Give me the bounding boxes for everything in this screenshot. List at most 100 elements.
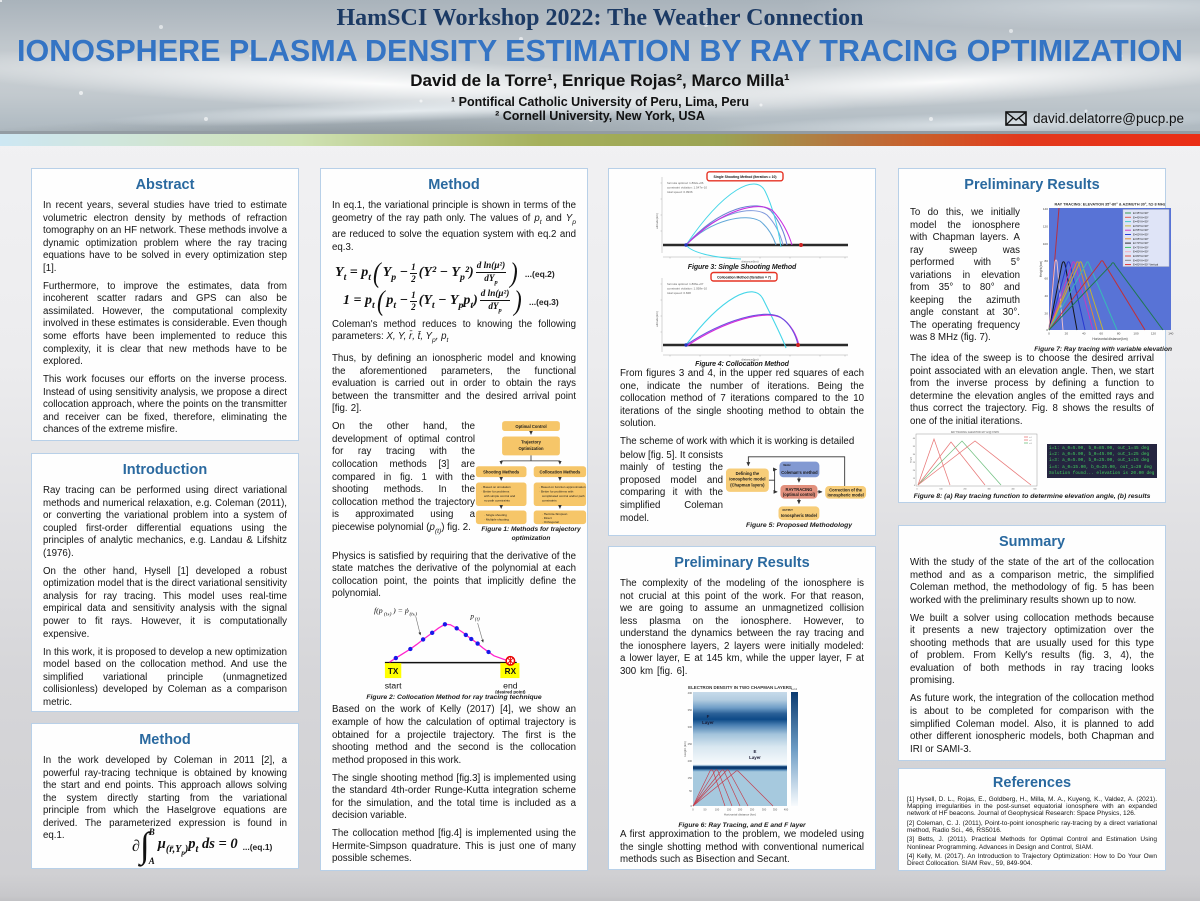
svg-text:40: 40	[1045, 294, 1049, 298]
svg-text:Correction of the: Correction of the	[829, 487, 863, 492]
svg-text:ionospheric model: ionospheric model	[729, 476, 765, 481]
svg-text:0: 0	[916, 489, 918, 491]
svg-text:Collocation Method (Iterati: Collocation Method (Iteration = 7)	[717, 276, 771, 280]
svg-text:end: end	[503, 681, 518, 691]
svg-text:· Hermite-Simpson: · Hermite-Simpson	[542, 512, 568, 516]
svg-text:Horizontal distance(km): Horizontal distance(km)	[1092, 337, 1128, 341]
svg-text:f(p: f(p	[374, 607, 383, 616]
svg-text:ELECTRON DENSITY IN TWO CHAPMA: ELECTRON DENSITY IN TWO CHAPMAN LAYERS	[688, 685, 792, 690]
svg-text:altitude(km): altitude(km)	[655, 311, 659, 327]
svg-text:Height: Height	[910, 457, 913, 463]
svg-text:140: 140	[1043, 207, 1048, 211]
svg-text:RAY TRACING: ELEVATION 20° & f: RAY TRACING: ELEVATION 20° & f@ 8 MHz	[951, 431, 1000, 434]
svg-text:RX: RX	[505, 667, 517, 676]
svg-text:Defining the: Defining the	[736, 471, 760, 476]
svg-text:Ionospheric Model: Ionospheric Model	[781, 513, 817, 518]
svg-text:60: 60	[1045, 277, 1049, 281]
svg-text:distance(km): distance(km)	[741, 260, 758, 264]
svg-text:E=75°/A=30°: E=75°/A=30°	[1133, 245, 1149, 249]
svg-text:20: 20	[1065, 332, 1069, 336]
svg-text:30: 30	[913, 454, 916, 456]
svg-text:60: 60	[1099, 332, 1103, 336]
svg-text:E=65°/A=30°: E=65°/A=30°	[1133, 237, 1149, 241]
svg-text:· Better for problems with: · Better for problems with	[539, 490, 574, 494]
svg-text:150: 150	[727, 808, 732, 812]
svg-text:20: 20	[1045, 311, 1049, 315]
svg-text:no path constraints: no path constraints	[484, 499, 510, 503]
svg-text:500: 500	[1033, 489, 1037, 491]
svg-text:200: 200	[738, 808, 743, 812]
svg-text:400: 400	[688, 691, 693, 695]
svg-text:50: 50	[704, 808, 707, 812]
svg-text:200: 200	[963, 489, 967, 491]
svg-text:E=80°/A=30° Vertical: E=80°/A=30° Vertical	[1133, 263, 1159, 267]
svg-text:i=3: i=3	[1029, 443, 1033, 445]
svg-text:350: 350	[688, 708, 693, 712]
svg-text:E=80°/A=30°: E=80°/A=30°	[1133, 250, 1149, 254]
svg-text:300: 300	[688, 725, 693, 729]
svg-text:formula optimal: 1.866e+07: formula optimal: 1.866e+07	[667, 282, 704, 286]
svg-text:p: p	[469, 613, 474, 621]
svg-text:300: 300	[987, 489, 991, 491]
svg-text:15: 15	[913, 478, 916, 480]
svg-text:Single Shooting Method (Ite: Single Shooting Method (Iteration = 10)	[713, 175, 776, 179]
svg-text:constraint violation: 1.058e-1: constraint violation: 1.058e-10	[667, 287, 707, 291]
svg-text:with simple control and: with simple control and	[484, 494, 515, 498]
svg-text:· Direct: · Direct	[542, 517, 552, 521]
svg-text:E=40°/A=30°: E=40°/A=30°	[1133, 215, 1149, 219]
svg-text:E=35°/A=30°: E=35°/A=30°	[1133, 211, 1149, 215]
svg-text:(t): (t)	[475, 618, 480, 623]
svg-text:(optimal control): (optimal control)	[783, 492, 816, 497]
svg-text:40: 40	[1082, 332, 1086, 336]
svg-text:constraint violation: 1.547e-1: constraint violation: 1.547e-10	[667, 186, 707, 190]
svg-text:· Based on function approxima: · Based on function approximation	[539, 485, 586, 489]
svg-text:· Single shooting: · Single shooting	[484, 513, 507, 517]
svg-text:Height (km): Height (km)	[683, 742, 687, 758]
svg-text:Layer: Layer	[702, 720, 714, 725]
svg-text:· Orthogonal: · Orthogonal	[542, 521, 559, 525]
svg-text:100: 100	[939, 489, 943, 491]
svg-text:300: 300	[762, 808, 767, 812]
svg-text:E=60°/A=30°: E=60°/A=30°	[1133, 233, 1149, 237]
svg-text:Collocation Methods: Collocation Methods	[540, 470, 581, 475]
svg-text:start: start	[385, 681, 402, 691]
svg-text:400: 400	[784, 808, 789, 812]
svg-text:Height(km): Height(km)	[1039, 261, 1043, 278]
svg-text:Layer: Layer	[749, 755, 761, 760]
svg-text:100: 100	[1043, 242, 1048, 246]
svg-text:E=80°/A=30°: E=80°/A=30°	[1133, 258, 1149, 262]
svg-text:Optimal Control: Optimal Control	[515, 424, 546, 429]
svg-text:250: 250	[750, 808, 755, 812]
svg-text:120: 120	[1151, 332, 1156, 336]
svg-text:i=1: i=1	[1029, 437, 1033, 439]
svg-text:35: 35	[913, 446, 916, 448]
svg-text:E=50°/A=30°: E=50°/A=30°	[1133, 224, 1149, 228]
svg-text:400: 400	[1011, 489, 1015, 491]
svg-text:RAYTRACING: RAYTRACING	[786, 487, 813, 492]
svg-text:Shooting Methods: Shooting Methods	[483, 470, 520, 475]
svg-text:0: 0	[914, 485, 916, 487]
svg-text:E: E	[754, 749, 757, 754]
svg-text:Trajectory: Trajectory	[521, 440, 541, 445]
svg-text:(tₖ): (tₖ)	[384, 611, 392, 618]
svg-text:i=2: i=2	[1029, 440, 1033, 442]
svg-text:total speed: 0.848: total speed: 0.848	[667, 291, 691, 295]
svg-text:(desired point): (desired point)	[495, 690, 526, 694]
svg-text:80: 80	[1117, 332, 1121, 336]
svg-text:· Multiple shooting: · Multiple shooting	[484, 518, 509, 522]
svg-text:distance(km): distance(km)	[741, 358, 758, 362]
svg-text:250: 250	[688, 742, 693, 746]
svg-text:complicated control and/or pat: complicated control and/or path	[542, 494, 585, 498]
svg-text:Metric: Metric	[783, 464, 791, 467]
svg-text:altitude(km): altitude(km)	[655, 213, 659, 229]
svg-text:20: 20	[913, 470, 916, 472]
svg-text:(tₖ): (tₖ)	[409, 611, 417, 618]
svg-text:0: 0	[1048, 332, 1050, 336]
svg-text:Optimization: Optimization	[518, 446, 544, 451]
svg-text:) = ṗ: ) = ṗ	[392, 607, 409, 616]
svg-text:E=55°/A=30°: E=55°/A=30°	[1133, 228, 1149, 232]
svg-text:25: 25	[913, 462, 916, 464]
svg-text:E=45°/A=30°: E=45°/A=30°	[1133, 220, 1149, 224]
svg-text:TX: TX	[388, 667, 399, 676]
svg-text:200: 200	[688, 759, 693, 763]
